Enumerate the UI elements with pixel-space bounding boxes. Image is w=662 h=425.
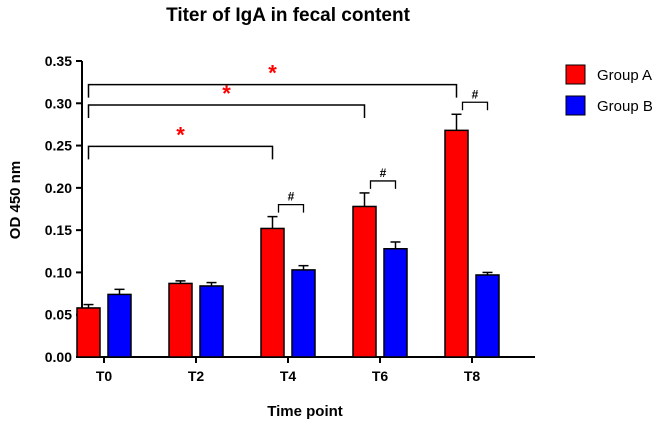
significance-star: * [222,81,231,106]
legend-label: Group A [597,67,652,84]
y-tick-label: 0.30 [45,95,72,111]
significance-star: * [176,122,185,147]
x-tick-label: T8 [464,368,481,384]
significance-bracket [87,145,274,160]
significance-bracket [461,101,489,111]
significance-bracket [87,104,366,118]
significance-star: * [268,61,277,86]
y-tick-label: 0.15 [45,222,72,238]
y-tick-label: 0.10 [45,264,72,280]
bar [76,307,101,358]
x-tick-label: T6 [372,368,389,384]
y-tick-label: 0.05 [45,307,72,323]
x-tick-label: T4 [280,368,297,384]
x-tick-label: T0 [96,368,113,384]
bar [444,129,469,358]
y-axis-title: OD 450 nm [7,161,24,239]
bar [199,285,224,358]
bars [76,113,500,358]
y-tick-label: 0.00 [45,349,72,365]
legend-swatch [565,64,586,85]
bar [352,205,377,358]
bar [291,269,316,358]
x-axis-title: Time point [267,403,343,420]
y-tick-label: 0.25 [45,138,72,154]
bar [475,274,500,358]
legend-label: Group B [597,98,653,115]
significance-bracket [369,180,397,189]
x-tick-label: T2 [188,368,205,384]
bar [260,227,285,358]
chart-title: Titer of IgA in fecal content [166,5,411,26]
legend: Group A Group B [565,64,653,116]
significance-annotations: * * * # # # [87,61,489,213]
significance-bracket [87,83,458,98]
bar [383,247,408,358]
y-tick-label: 0.20 [45,180,72,196]
bar [107,293,132,358]
bar [168,282,193,358]
significance-hash: # [472,87,479,101]
significance-hash: # [380,166,387,180]
significance-hash: # [288,190,295,204]
significance-bracket [277,203,305,213]
legend-swatch [565,95,586,116]
y-tick-label: 0.35 [45,53,72,69]
axes: 0.00 0.05 0.10 0.15 0.20 0.25 0.30 0.35 T0 T2 T4 T6… [45,53,535,384]
